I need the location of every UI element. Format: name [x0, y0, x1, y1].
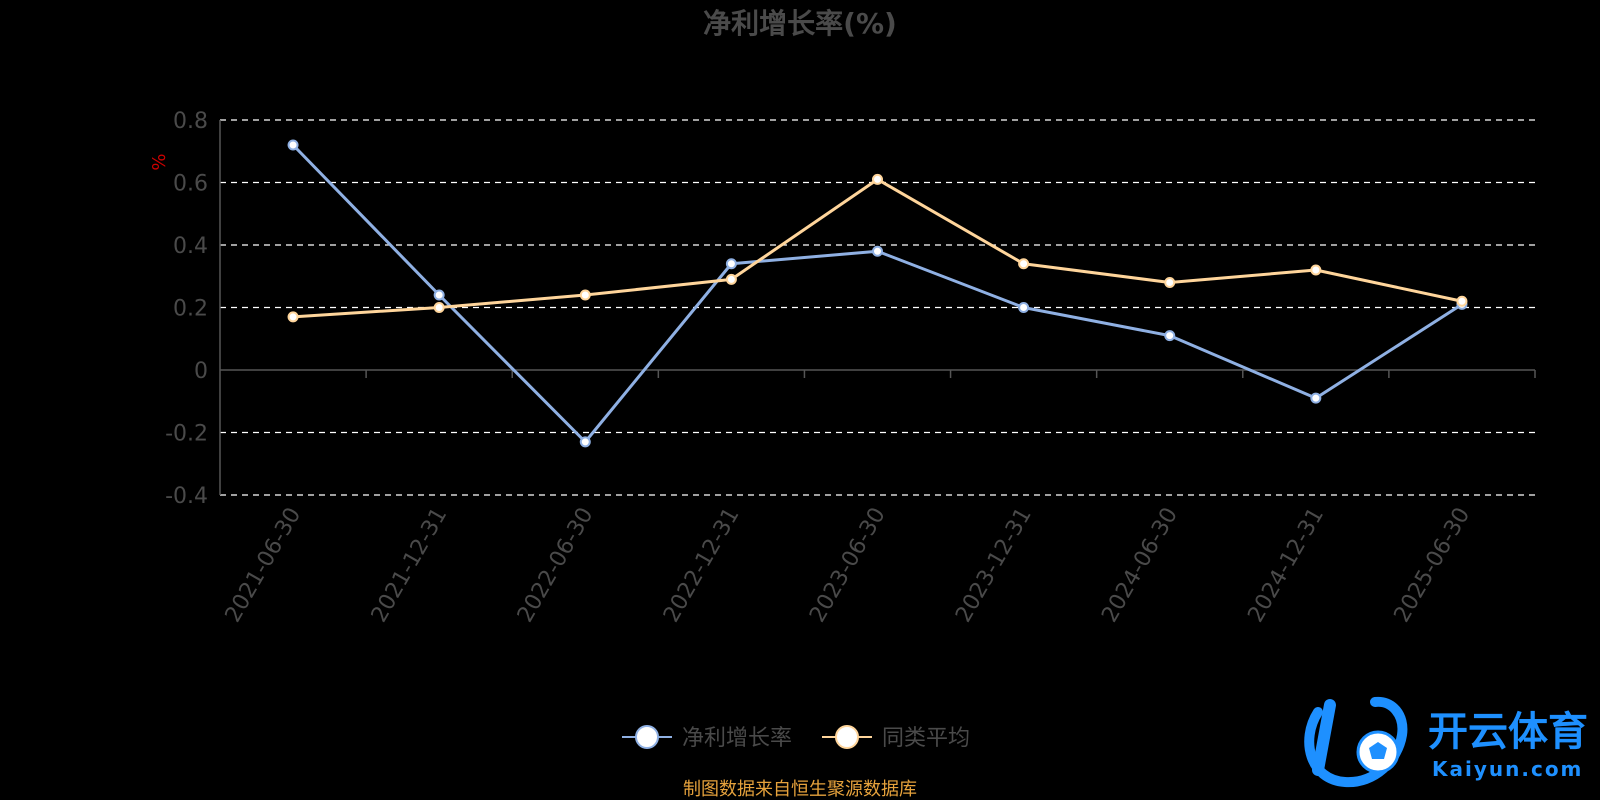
y-tick-labels: -0.4 -0.2 0 0.2 0.4 0.6 0.8 — [165, 109, 208, 509]
logo-ball-icon — [1304, 696, 1408, 788]
x-tick-label: 2021-12-31 — [367, 503, 453, 626]
data-point[interactable] — [725, 258, 737, 270]
data-point[interactable] — [725, 273, 737, 285]
data-point[interactable] — [579, 289, 591, 301]
data-point[interactable] — [872, 173, 883, 185]
legend-label-peer-average: 同类平均 — [882, 726, 970, 751]
x-tick-label: 2024-12-31 — [1243, 504, 1329, 627]
data-point[interactable] — [433, 289, 445, 301]
logo: 开云体育 Kaiyun.com — [1304, 696, 1588, 788]
y-axis-unit-label: % — [149, 153, 170, 170]
x-tick-label: 2023-12-31 — [951, 504, 1037, 627]
x-tick-label: 2024-06-30 — [1097, 504, 1183, 627]
x-tick-labels: 2021-06-30 2021-12-31 2022-06-30 2022-12-31… — [221, 503, 1475, 626]
y-tick-label: 0 — [194, 359, 208, 384]
y-tick-label: 0.6 — [173, 172, 208, 197]
data-point[interactable] — [1018, 302, 1030, 313]
legend-marker-net-profit-growth — [635, 725, 659, 749]
x-tick-label: 2023-06-30 — [805, 504, 891, 627]
series-line — [291, 143, 1463, 444]
y-tick-label: -0.2 — [165, 422, 208, 447]
data-point[interactable] — [1456, 295, 1468, 307]
data-point[interactable] — [1310, 264, 1322, 276]
data-point[interactable] — [872, 245, 883, 257]
logo-url: Kaiyun.com — [1432, 757, 1583, 781]
logo-name: 开云体育 — [1428, 709, 1588, 755]
x-tick-label: 2021-06-30 — [221, 504, 307, 627]
data-point[interactable] — [287, 139, 299, 151]
legend[interactable]: 净利增长率 同类平均 — [622, 725, 970, 751]
chart-title: 净利增长率(%) — [703, 7, 897, 40]
series-lines — [287, 139, 1468, 448]
data-point[interactable] — [1164, 277, 1176, 288]
legend-item-peer-average[interactable]: 同类平均 — [822, 725, 970, 751]
axes — [219, 120, 1536, 495]
y-tick-label: 0.8 — [173, 109, 208, 134]
data-point[interactable] — [1018, 258, 1030, 270]
y-tick-label: 0.4 — [173, 234, 208, 259]
data-point[interactable] — [287, 311, 299, 323]
x-tick-label: 2025-06-30 — [1390, 504, 1476, 627]
data-point[interactable] — [579, 436, 591, 448]
data-point[interactable] — [1310, 392, 1322, 404]
legend-marker-peer-average — [835, 725, 859, 749]
data-point[interactable] — [1164, 330, 1176, 342]
x-tick-label: 2022-06-30 — [513, 504, 599, 627]
x-tick-label: 2022-12-31 — [659, 504, 745, 627]
y-tick-label: 0.2 — [173, 297, 208, 322]
y-tick-label: -0.4 — [165, 484, 208, 509]
data-source-note: 制图数据来自恒生聚源数据库 — [683, 779, 917, 800]
data-point[interactable] — [433, 302, 445, 313]
legend-item-net-profit-growth[interactable]: 净利增长率 — [622, 725, 792, 751]
legend-label-net-profit-growth: 净利增长率 — [682, 726, 792, 751]
